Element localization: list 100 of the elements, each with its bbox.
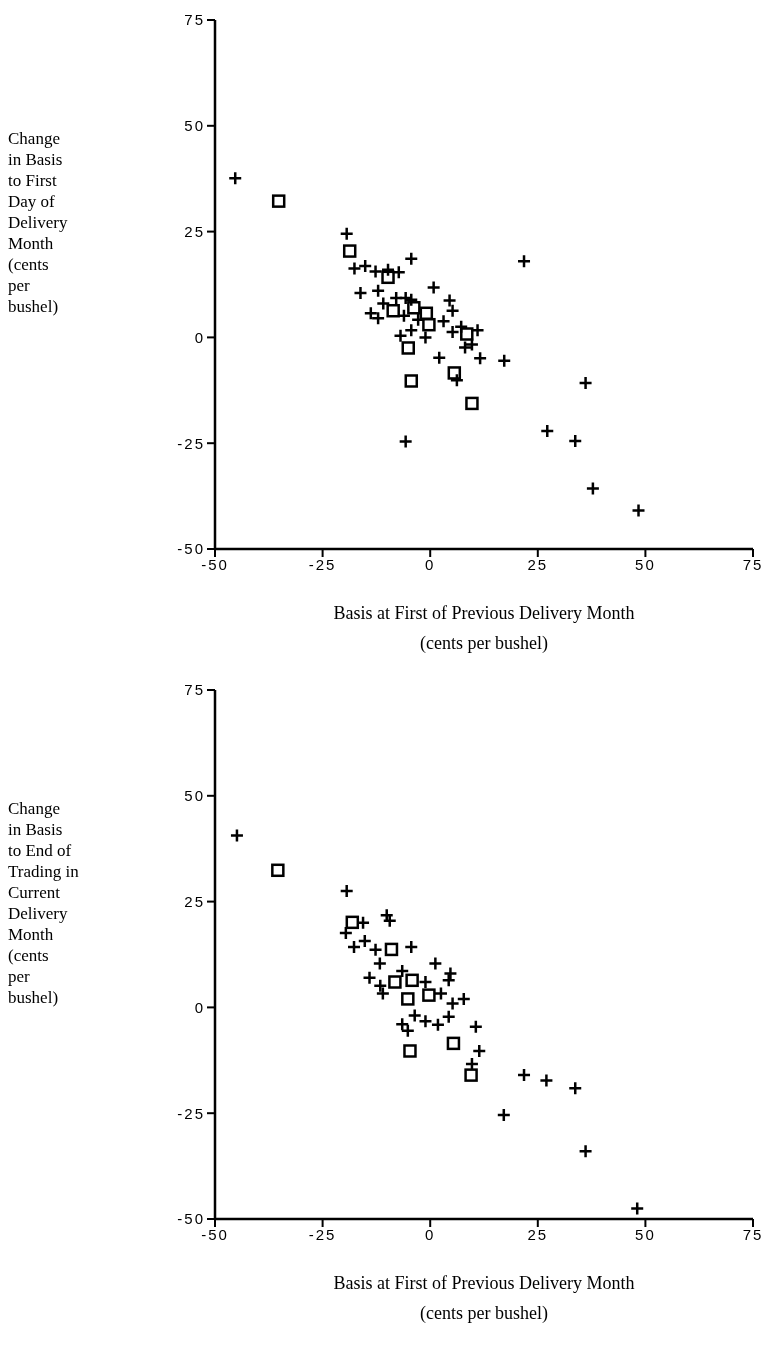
point	[346, 939, 362, 955]
point	[445, 996, 460, 1011]
x-tick-label: 50	[635, 555, 656, 573]
point	[456, 991, 472, 1007]
point	[370, 283, 386, 299]
point	[443, 966, 458, 981]
point	[407, 1008, 422, 1023]
y-tick-label: 25	[184, 892, 205, 910]
x-tick-label: 50	[635, 1225, 656, 1243]
point	[516, 1067, 532, 1083]
point	[418, 1014, 433, 1029]
point	[376, 296, 391, 311]
point	[339, 226, 354, 241]
point	[428, 956, 443, 971]
point	[472, 350, 488, 366]
point	[540, 423, 555, 439]
point	[430, 1017, 446, 1032]
y-tick-label: 50	[184, 787, 205, 805]
x-tick-label: 0	[425, 1225, 436, 1243]
point	[403, 1044, 417, 1058]
point	[516, 253, 532, 269]
point	[460, 327, 474, 341]
point	[404, 251, 419, 266]
point	[384, 942, 399, 957]
point	[539, 1073, 554, 1088]
point	[496, 353, 512, 368]
point	[353, 285, 368, 301]
point	[418, 974, 433, 990]
point	[629, 1201, 645, 1216]
point	[578, 1144, 593, 1159]
point	[380, 262, 396, 277]
point	[386, 303, 400, 318]
point	[227, 171, 243, 186]
y-tick-label: -25	[177, 434, 205, 452]
point	[567, 1080, 583, 1096]
y-tick-label: 75	[184, 11, 205, 29]
point	[567, 433, 583, 449]
point	[446, 1036, 461, 1051]
point	[433, 986, 449, 1001]
point	[338, 925, 354, 941]
point	[449, 372, 465, 388]
point	[445, 324, 460, 340]
x-tick-label: 25	[527, 555, 549, 573]
point	[464, 1068, 478, 1082]
point	[422, 317, 436, 332]
point	[436, 314, 451, 329]
y-tick-label: -25	[177, 1104, 205, 1122]
point	[431, 350, 447, 365]
point	[271, 194, 286, 208]
point	[419, 306, 434, 321]
point	[405, 973, 419, 988]
point	[404, 322, 419, 338]
x-tick-label: 25	[527, 1225, 549, 1243]
point	[441, 973, 456, 988]
point	[585, 481, 601, 496]
point	[441, 1009, 456, 1024]
y-tick-label: 25	[184, 222, 205, 240]
point	[271, 863, 285, 878]
point	[472, 1043, 487, 1059]
point	[381, 270, 395, 285]
x-tick-label: -25	[308, 1225, 337, 1243]
point	[422, 988, 436, 1002]
point	[347, 261, 362, 276]
point	[468, 1019, 484, 1035]
point	[229, 828, 245, 843]
point	[394, 963, 410, 979]
x-axis-title: Basis at First of Previous Delivery Month (cents per bushel)	[332, 1272, 636, 1325]
text: Change in Basis to End of Trading in Current Delivery Month (cents per bushel)	[8, 799, 79, 1007]
point	[496, 1107, 512, 1123]
x-tick-label: 75	[742, 1225, 764, 1243]
point	[465, 396, 479, 411]
point	[368, 942, 383, 958]
point	[362, 970, 377, 986]
x-tick-label: 0	[425, 555, 436, 573]
point	[339, 883, 354, 899]
point	[457, 340, 473, 355]
y-tick-label: 0	[194, 328, 205, 346]
point	[445, 303, 460, 318]
y-tick-label: 0	[194, 998, 205, 1016]
point	[388, 975, 402, 989]
y-tick-label: -50	[177, 1210, 205, 1228]
y-tick-label: 75	[184, 681, 205, 699]
point	[357, 933, 373, 949]
point	[631, 503, 646, 518]
point	[426, 280, 441, 295]
point	[342, 244, 357, 258]
x-tick-label: -25	[308, 555, 337, 573]
point	[398, 434, 413, 449]
point	[578, 375, 593, 391]
y-tick-label: -50	[177, 540, 205, 558]
point	[407, 301, 421, 315]
point	[401, 992, 415, 1006]
point	[393, 328, 408, 343]
x-axis-title: Basis at First of Previous Delivery Month (cents per bushel)	[332, 602, 636, 655]
y-tick-label: 50	[184, 117, 205, 135]
x-tick-label: 75	[742, 555, 764, 573]
point	[345, 915, 360, 930]
point	[442, 293, 457, 308]
point	[401, 341, 415, 355]
point	[404, 374, 419, 388]
